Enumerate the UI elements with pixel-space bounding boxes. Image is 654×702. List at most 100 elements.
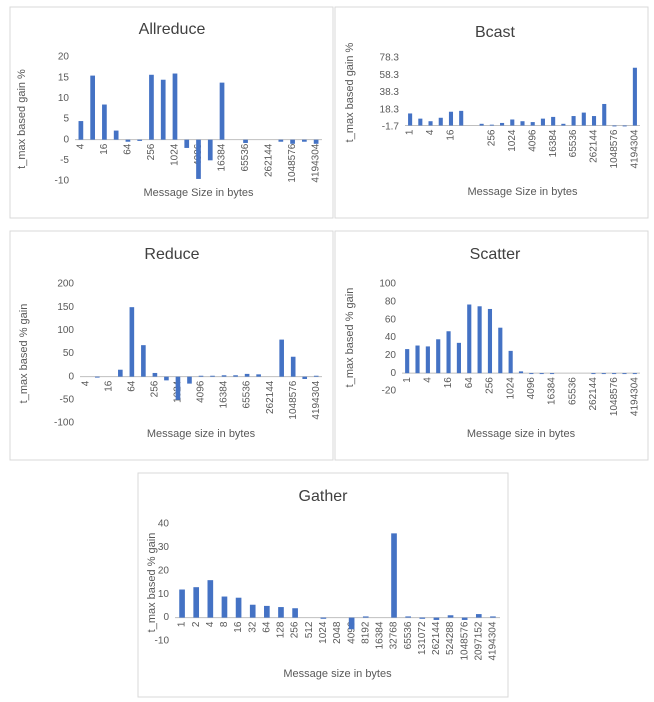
x-tick-label: 4096 <box>526 377 537 400</box>
bar <box>571 116 576 126</box>
bar <box>456 342 461 374</box>
bar <box>90 75 95 140</box>
bar <box>193 587 200 618</box>
bar <box>489 124 494 126</box>
x-tick-label: 65536 <box>242 380 253 408</box>
y-tick-label: 10 <box>58 93 70 104</box>
bar <box>540 118 545 126</box>
bar <box>419 617 426 619</box>
x-tick-label: 262144 <box>589 129 600 163</box>
x-tick-label: 262144 <box>264 143 275 177</box>
y-tick-label: 78.3 <box>380 53 400 64</box>
bar <box>447 615 454 618</box>
x-tick-label: 4 <box>80 380 91 386</box>
x-tick-label: 131072 <box>417 621 428 655</box>
x-tick-label: 1 <box>402 377 413 383</box>
x-tick-label: 4096 <box>346 621 357 644</box>
bar <box>210 375 215 377</box>
bar <box>118 369 123 377</box>
bar <box>415 345 420 374</box>
y-tick-label: 20 <box>158 565 170 576</box>
panel-border <box>9 6 334 219</box>
x-tick-label: 4194304 <box>629 377 640 416</box>
y-axis-title: t_max based gain % <box>16 69 28 169</box>
x-tick-label: 1024 <box>318 621 329 644</box>
bar <box>500 122 505 126</box>
y-tick-label: 0 <box>68 371 74 382</box>
bar <box>520 121 525 126</box>
chart-panel: Bcast t_max based gain % Message Size in b… <box>334 6 649 219</box>
bar <box>477 306 482 374</box>
bar <box>487 308 493 374</box>
x-tick-label: 2 <box>191 621 202 627</box>
bar <box>302 139 307 142</box>
bar <box>581 112 586 126</box>
y-axis-title: t_max based % gain <box>344 288 356 388</box>
x-tick-label: 512 <box>304 621 315 638</box>
x-tick-label: 4194304 <box>630 129 641 168</box>
x-tick-label: 1048576 <box>459 621 470 660</box>
bar <box>362 616 369 618</box>
x-tick-label: 8 <box>219 621 230 627</box>
x-tick-label: 32 <box>247 621 258 633</box>
x-tick-label: 65536 <box>567 377 578 405</box>
x-tick-label: 4 <box>76 143 87 149</box>
x-tick-label: 524288 <box>445 621 456 655</box>
chart-panel: Gather t_max based % gain Message size in … <box>137 472 509 698</box>
bar <box>320 617 327 619</box>
x-tick-label: 2097152 <box>473 621 484 660</box>
chart-title: Gather <box>299 488 349 505</box>
bar <box>279 339 284 377</box>
x-tick-label: 64 <box>126 380 137 392</box>
x-tick-label: 65536 <box>403 621 414 649</box>
y-tick-label: 0 <box>63 134 69 145</box>
y-tick-label: 100 <box>57 325 74 336</box>
x-tick-label: 16 <box>99 143 110 155</box>
y-tick-label: 30 <box>158 542 170 553</box>
bar <box>428 121 433 126</box>
bar <box>290 139 295 144</box>
y-tick-label: 0 <box>390 368 396 379</box>
x-tick-label: 4194304 <box>311 143 322 182</box>
bar <box>498 327 503 374</box>
x-tick-label: 8192 <box>360 621 371 644</box>
bar <box>459 110 464 126</box>
bar <box>348 617 355 630</box>
x-tick-label: 1 <box>405 129 416 135</box>
bar <box>113 130 119 140</box>
bar <box>433 617 440 620</box>
y-tick-label: -1.7 <box>382 122 400 133</box>
bar <box>102 104 107 140</box>
bar <box>601 373 606 375</box>
x-tick-label: 16384 <box>219 380 230 408</box>
x-tick-label: 256 <box>150 380 161 397</box>
x-tick-label: 4194304 <box>488 621 499 660</box>
bar <box>438 117 443 126</box>
bar <box>184 139 190 148</box>
bar <box>530 122 535 126</box>
x-tick-label: 256 <box>146 143 157 160</box>
chart-title: Reduce <box>144 246 199 263</box>
bar <box>391 533 397 618</box>
x-tick-label: 1 <box>177 621 188 627</box>
y-tick-label: -50 <box>60 394 75 405</box>
x-tick-label: 4096 <box>527 129 538 152</box>
x-tick-label: 65536 <box>240 143 251 171</box>
bar <box>278 139 284 142</box>
chart-panel: Allreduce t_max based gain % Message Size … <box>9 6 334 219</box>
y-tick-label: 20 <box>385 350 397 361</box>
x-tick-label: 32768 <box>389 621 400 649</box>
bar <box>436 339 441 374</box>
x-tick-label: 64 <box>464 377 475 389</box>
bar <box>137 139 143 141</box>
x-tick-label: 262144 <box>265 380 276 414</box>
bar <box>149 74 154 140</box>
y-tick-label: 60 <box>385 314 397 325</box>
bar <box>207 580 214 618</box>
x-axis-title: Message size in bytes <box>283 668 392 680</box>
y-tick-label: -5 <box>60 155 69 166</box>
y-tick-label: 18.3 <box>380 104 400 115</box>
y-tick-label: 10 <box>158 589 170 600</box>
bar <box>622 125 627 127</box>
bar <box>446 331 451 374</box>
